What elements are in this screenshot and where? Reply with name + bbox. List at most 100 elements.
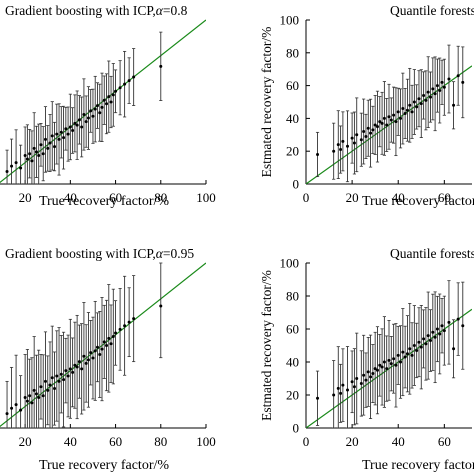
data-point <box>59 130 63 134</box>
data-point <box>62 136 66 140</box>
data-point <box>93 349 97 353</box>
x-tick-label: 40 <box>64 434 77 449</box>
data-point <box>387 358 391 362</box>
data-point <box>95 104 99 108</box>
data-point <box>385 367 389 371</box>
data-point <box>375 368 379 372</box>
data-point <box>80 367 84 371</box>
data-point <box>426 334 430 338</box>
data-point <box>442 85 446 89</box>
data-point <box>75 123 79 127</box>
data-marks <box>5 31 163 184</box>
data-point <box>111 93 115 97</box>
data-point <box>435 327 439 331</box>
data-point <box>332 149 336 153</box>
data-point <box>433 335 437 339</box>
chart-title-text: Gradient boosting with ICP, <box>5 246 156 261</box>
chart-panel-2: 0 20 40 60 0 20 40 60 80 100 Quantile forests,α=0 T… <box>259 3 474 209</box>
data-point <box>30 159 34 163</box>
data-point <box>419 102 423 106</box>
y-tick-label: 100 <box>280 13 300 28</box>
data-point <box>84 120 88 124</box>
y-tick-label: 40 <box>286 355 299 370</box>
data-point <box>23 153 27 157</box>
data-point <box>159 304 163 308</box>
y-tick-label: 60 <box>286 78 299 93</box>
y-tick-label: 80 <box>286 45 299 60</box>
data-point <box>339 391 343 395</box>
data-point <box>98 111 102 115</box>
x-tick-label: 60 <box>438 190 451 205</box>
data-point <box>28 152 32 156</box>
data-point <box>403 355 407 359</box>
chart-title-text: Quantile forests, <box>390 3 474 18</box>
data-point <box>73 121 77 125</box>
x-tick-label: 60 <box>109 434 122 449</box>
data-point <box>366 126 370 130</box>
chart-title-text: Quantile forests, <box>390 246 474 261</box>
data-point <box>396 110 400 114</box>
data-point <box>426 90 430 94</box>
data-point <box>39 143 43 147</box>
data-point <box>359 381 363 385</box>
data-point <box>111 335 115 339</box>
data-point <box>66 132 70 136</box>
data-point <box>55 132 59 136</box>
data-point <box>10 406 14 410</box>
data-point <box>32 388 36 392</box>
data-point <box>417 340 421 344</box>
chart-title-alpha: α <box>156 3 164 18</box>
data-point <box>316 396 320 400</box>
data-point <box>373 123 377 127</box>
data-point <box>336 143 340 147</box>
data-point <box>440 80 444 84</box>
y-tick-label: 80 <box>286 289 299 304</box>
data-point <box>5 412 9 416</box>
data-point <box>82 354 86 358</box>
chart-title-alpha-value: =0.95 <box>163 246 194 261</box>
data-point <box>48 141 52 145</box>
data-point <box>114 331 118 335</box>
data-point <box>57 137 61 141</box>
data-point <box>364 134 368 138</box>
data-point <box>369 375 373 379</box>
data-point <box>452 103 456 107</box>
data-point <box>86 358 90 362</box>
data-point <box>48 383 52 387</box>
data-point <box>89 109 93 113</box>
data-point <box>336 386 340 390</box>
x-tick-label: 40 <box>392 434 405 449</box>
x-tick-label: 40 <box>392 190 405 205</box>
data-point <box>107 95 111 99</box>
data-point <box>93 107 97 111</box>
data-point <box>419 345 423 349</box>
x-tick-label: 60 <box>109 190 122 205</box>
data-point <box>350 380 354 384</box>
data-point <box>105 344 109 347</box>
data-point <box>5 170 9 174</box>
chart-panel-1: 20 40 60 80 100 Gradient boosting with ICP,α=… <box>0 3 216 209</box>
data-point <box>14 403 18 407</box>
data-point <box>68 125 72 129</box>
y-axis-label: Estmated recovery factor/% <box>259 27 274 178</box>
y-tick-label: 0 <box>293 421 300 436</box>
data-point <box>55 374 59 378</box>
data-point <box>64 127 68 131</box>
data-point <box>394 120 398 124</box>
y-tick-label: 20 <box>286 144 299 159</box>
chart-title-text: Gradient boosting with ICP, <box>5 3 156 18</box>
reference-line <box>0 19 206 184</box>
data-point <box>10 164 14 168</box>
data-point <box>89 351 93 355</box>
x-axis-label: True recovery factor/% <box>39 458 169 473</box>
data-point <box>369 131 373 135</box>
data-point <box>456 74 460 78</box>
x-tick-label: 20 <box>19 434 32 449</box>
data-point <box>346 144 349 148</box>
data-point <box>159 64 163 68</box>
data-point <box>91 356 95 360</box>
data-point <box>447 320 451 324</box>
data-point <box>392 357 396 361</box>
data-point <box>403 111 407 115</box>
